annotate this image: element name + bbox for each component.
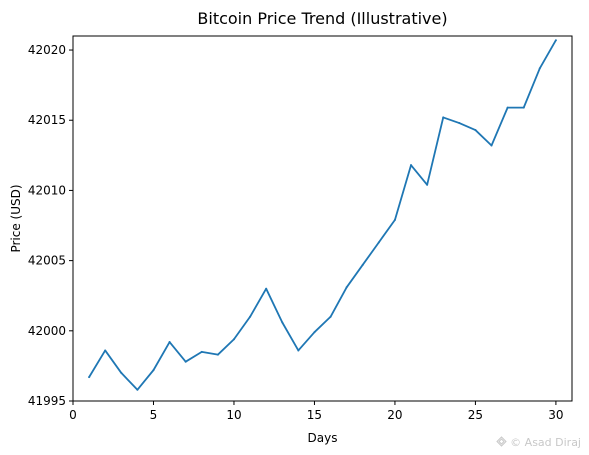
data-point (426, 183, 429, 186)
x-tick-label: 10 (226, 408, 241, 422)
data-point (152, 369, 155, 372)
data-point (232, 338, 235, 341)
data-point (410, 164, 413, 167)
data-point (377, 241, 380, 244)
data-point (474, 129, 477, 132)
data-point (200, 350, 203, 353)
x-tick-label: 0 (69, 408, 77, 422)
x-tick-label: 30 (548, 408, 563, 422)
plot-frame (72, 35, 573, 402)
data-point (136, 388, 139, 391)
x-tick-label: 25 (468, 408, 483, 422)
x-axis-title: Days (308, 431, 338, 445)
data-point (329, 315, 332, 318)
y-axis: 41995 42000 42005 42010 42015 42020 (28, 43, 73, 408)
data-point (297, 349, 300, 352)
x-axis: 0 5 10 15 20 25 30 (69, 401, 564, 422)
y-tick-label: 42005 (28, 254, 66, 268)
data-point (393, 218, 396, 221)
y-tick-label: 42020 (28, 43, 66, 57)
data-point (345, 286, 348, 289)
x-tick-label: 5 (150, 408, 158, 422)
x-tick-label: 20 (387, 408, 402, 422)
data-point (168, 341, 171, 344)
data-point (88, 376, 91, 379)
y-tick-label: 42000 (28, 324, 66, 338)
data-point (458, 122, 461, 125)
data-point (281, 321, 284, 324)
y-axis-title: Price (USD) (9, 184, 23, 252)
data-point (216, 353, 219, 356)
y-tick-label: 42015 (28, 113, 66, 127)
data-point (506, 106, 509, 109)
data-point (522, 106, 525, 109)
y-tick-label: 41995 (28, 394, 66, 408)
series-line (88, 39, 557, 391)
data-point (490, 144, 493, 147)
data-point (554, 39, 557, 42)
data-point (120, 371, 123, 374)
data-point (265, 287, 268, 290)
data-point (249, 315, 252, 318)
watermark: © Asad Diraj (495, 436, 581, 449)
x-tick-label: 15 (307, 408, 322, 422)
data-point (313, 331, 316, 334)
data-point (184, 360, 187, 363)
data-point (442, 116, 445, 119)
data-point (361, 263, 364, 266)
y-tick-label: 42010 (28, 183, 66, 197)
data-point (104, 349, 107, 352)
watermark-text: © Asad Diraj (510, 436, 581, 449)
chart-title: Bitcoin Price Trend (Illustrative) (197, 9, 447, 28)
watermark-logo-icon (495, 436, 511, 449)
data-point (538, 67, 541, 70)
